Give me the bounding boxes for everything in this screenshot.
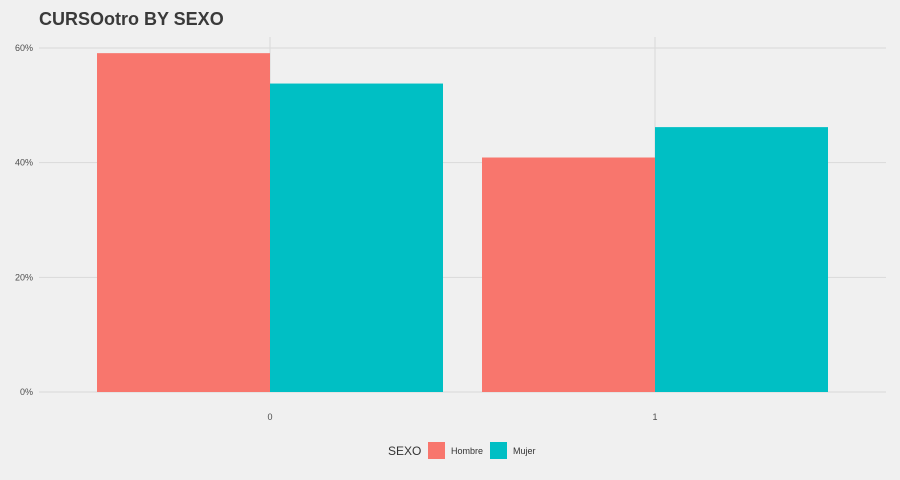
bar-mujer	[655, 127, 828, 393]
bar-layer	[97, 53, 828, 393]
bar-mujer	[270, 83, 443, 393]
legend-label-mujer: Mujer	[513, 446, 536, 456]
chart-title: CURSOotro BY SEXO	[39, 9, 224, 29]
legend-key-mujer	[490, 442, 507, 459]
y-tick-label: 40%	[15, 158, 33, 168]
y-tick-label: 60%	[15, 43, 33, 53]
y-tick-label: 20%	[15, 272, 33, 282]
legend-label-hombre: Hombre	[451, 446, 483, 456]
x-tick-label: 1	[652, 412, 657, 422]
legend: SEXO Hombre Mujer	[388, 442, 536, 459]
bar-hombre	[482, 157, 655, 392]
y-tick-label: 0%	[20, 387, 33, 397]
legend-title: SEXO	[388, 444, 421, 458]
bar-hombre	[97, 53, 270, 392]
legend-key-hombre	[428, 442, 445, 459]
axis-layer: 0% 20% 40% 60% 0 1	[15, 43, 658, 422]
x-tick-label: 0	[267, 412, 272, 422]
